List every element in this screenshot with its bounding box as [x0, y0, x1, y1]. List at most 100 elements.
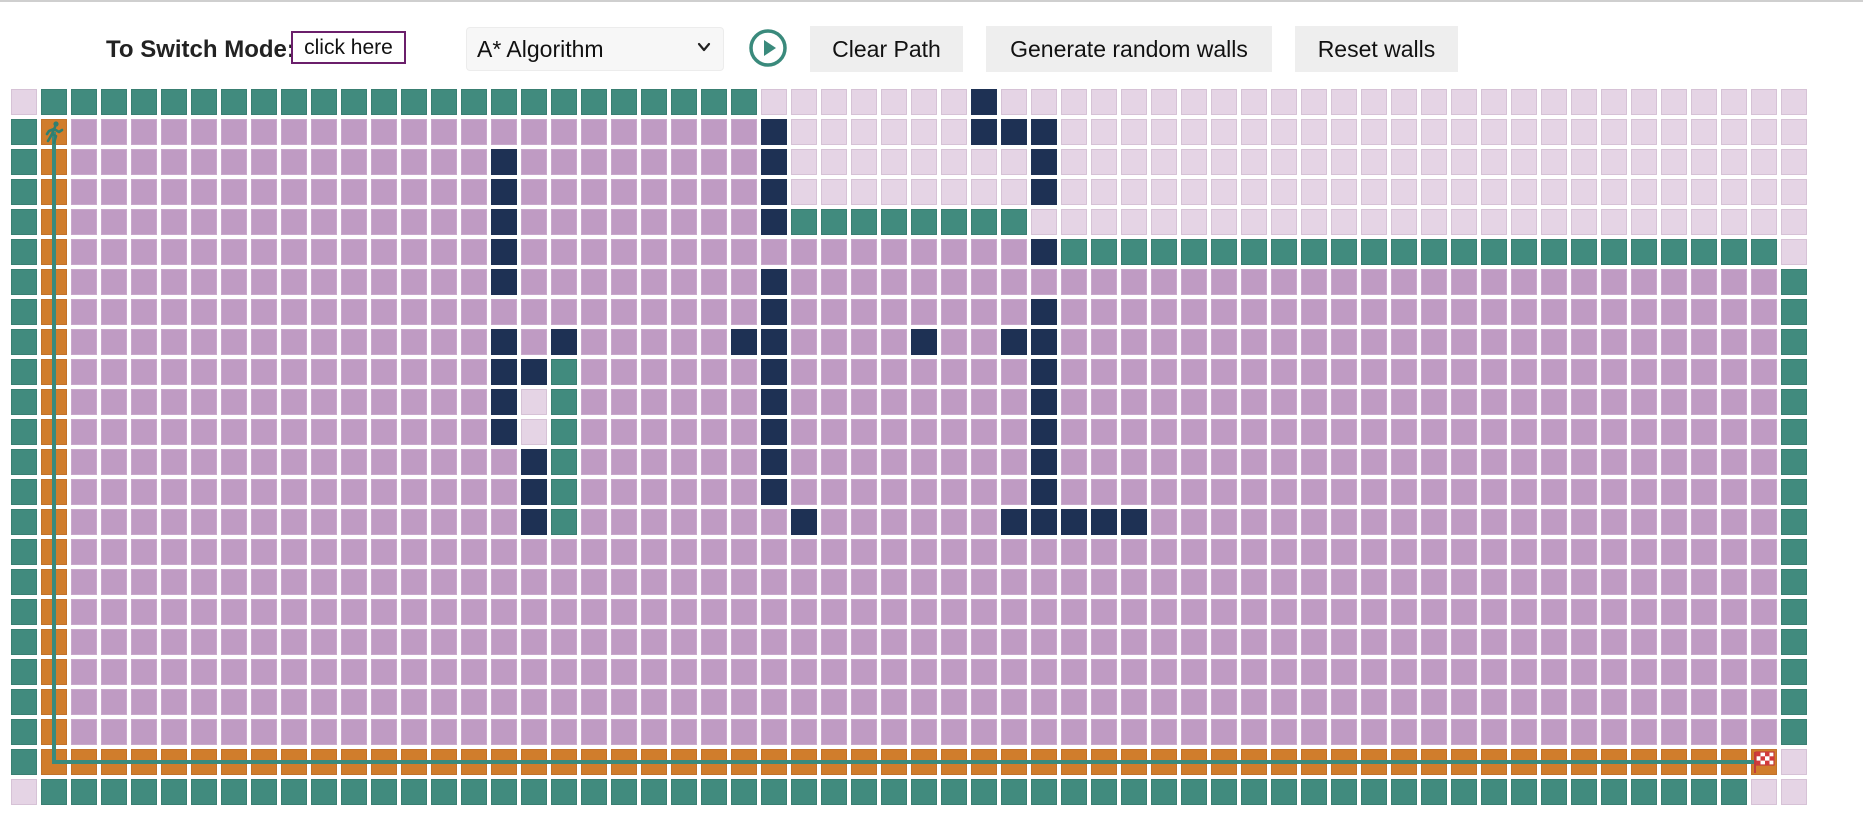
grid-cell-visited[interactable]: [731, 569, 757, 595]
grid-cell-visited[interactable]: [371, 689, 397, 715]
grid-cell-frontier[interactable]: [11, 629, 37, 655]
grid-cell-frontier[interactable]: [11, 479, 37, 505]
grid-cell-path[interactable]: [911, 749, 937, 775]
grid-cell-visited[interactable]: [131, 209, 157, 235]
grid-cell-frontier[interactable]: [521, 779, 547, 805]
grid-cell-unvisited[interactable]: [1391, 119, 1417, 145]
grid-cell-visited[interactable]: [821, 539, 847, 565]
grid-cell-visited[interactable]: [281, 119, 307, 145]
grid-cell-visited[interactable]: [161, 209, 187, 235]
grid-cell-wall[interactable]: [761, 329, 787, 355]
grid-cell-visited[interactable]: [311, 419, 337, 445]
grid-cell-visited[interactable]: [281, 329, 307, 355]
grid-cell-visited[interactable]: [1301, 599, 1327, 625]
grid-cell-wall[interactable]: [551, 329, 577, 355]
grid-cell-visited[interactable]: [311, 689, 337, 715]
grid-cell-frontier[interactable]: [821, 209, 847, 235]
grid-cell-unvisited[interactable]: [1061, 119, 1087, 145]
grid-cell-unvisited[interactable]: [1151, 179, 1177, 205]
grid-cell-visited[interactable]: [1451, 359, 1477, 385]
grid-cell-unvisited[interactable]: [881, 89, 907, 115]
grid-cell-visited[interactable]: [1331, 389, 1357, 415]
grid-cell-visited[interactable]: [821, 419, 847, 445]
grid-cell-visited[interactable]: [1331, 629, 1357, 655]
grid-cell-frontier[interactable]: [731, 89, 757, 115]
grid-cell-visited[interactable]: [401, 149, 427, 175]
grid-cell-visited[interactable]: [1691, 659, 1717, 685]
grid-cell-visited[interactable]: [1091, 299, 1117, 325]
grid-cell-visited[interactable]: [701, 269, 727, 295]
grid-cell-visited[interactable]: [1211, 389, 1237, 415]
grid-cell-visited[interactable]: [1121, 299, 1147, 325]
grid-cell-unvisited[interactable]: [1601, 179, 1627, 205]
grid-cell-path[interactable]: [41, 239, 67, 265]
grid-cell-frontier[interactable]: [1421, 779, 1447, 805]
grid-cell-frontier[interactable]: [1541, 779, 1567, 805]
grid-cell-visited[interactable]: [1181, 689, 1207, 715]
grid-cell-frontier[interactable]: [851, 209, 877, 235]
grid-cell-visited[interactable]: [1511, 269, 1537, 295]
grid-cell-visited[interactable]: [251, 119, 277, 145]
grid-cell-visited[interactable]: [1271, 629, 1297, 655]
grid-cell-visited[interactable]: [1511, 629, 1537, 655]
grid-cell-visited[interactable]: [911, 449, 937, 475]
grid-cell-visited[interactable]: [1511, 389, 1537, 415]
grid-cell-wall[interactable]: [761, 299, 787, 325]
grid-cell-visited[interactable]: [401, 329, 427, 355]
grid-cell-visited[interactable]: [1421, 629, 1447, 655]
grid-cell-visited[interactable]: [191, 479, 217, 505]
grid-cell-unvisited[interactable]: [1361, 209, 1387, 235]
grid-cell-visited[interactable]: [1301, 329, 1327, 355]
grid-cell-visited[interactable]: [1421, 569, 1447, 595]
grid-cell-visited[interactable]: [611, 329, 637, 355]
grid-cell-visited[interactable]: [1631, 419, 1657, 445]
grid-cell-visited[interactable]: [341, 149, 367, 175]
grid-cell-visited[interactable]: [131, 389, 157, 415]
grid-cell-visited[interactable]: [461, 419, 487, 445]
grid-cell-frontier[interactable]: [1181, 239, 1207, 265]
grid-cell-visited[interactable]: [971, 629, 997, 655]
grid-cell-visited[interactable]: [1031, 569, 1057, 595]
grid-cell-unvisited[interactable]: [851, 119, 877, 145]
grid-cell-frontier[interactable]: [461, 779, 487, 805]
grid-cell-frontier[interactable]: [1781, 569, 1807, 595]
grid-cell-visited[interactable]: [401, 359, 427, 385]
grid-cell-path[interactable]: [41, 509, 67, 535]
grid-cell-unvisited[interactable]: [821, 179, 847, 205]
grid-cell-unvisited[interactable]: [521, 419, 547, 445]
grid-cell-visited[interactable]: [671, 509, 697, 535]
grid-cell-wall[interactable]: [491, 269, 517, 295]
grid-cell-visited[interactable]: [461, 629, 487, 655]
grid-cell-wall[interactable]: [1121, 509, 1147, 535]
grid-cell-visited[interactable]: [191, 299, 217, 325]
grid-cell-visited[interactable]: [71, 299, 97, 325]
grid-cell-visited[interactable]: [251, 179, 277, 205]
grid-cell-visited[interactable]: [671, 449, 697, 475]
grid-cell-visited[interactable]: [1571, 329, 1597, 355]
grid-cell-visited[interactable]: [191, 239, 217, 265]
grid-cell-visited[interactable]: [551, 659, 577, 685]
grid-cell-frontier[interactable]: [521, 89, 547, 115]
grid-cell-unvisited[interactable]: [1121, 179, 1147, 205]
grid-cell-visited[interactable]: [311, 329, 337, 355]
grid-cell-unvisited[interactable]: [1151, 209, 1177, 235]
grid-cell-visited[interactable]: [1541, 299, 1567, 325]
grid-cell-visited[interactable]: [251, 479, 277, 505]
grid-cell-visited[interactable]: [671, 209, 697, 235]
grid-cell-visited[interactable]: [1451, 389, 1477, 415]
grid-cell-unvisited[interactable]: [1301, 119, 1327, 145]
grid-cell-visited[interactable]: [341, 479, 367, 505]
grid-cell-visited[interactable]: [1721, 269, 1747, 295]
grid-cell-visited[interactable]: [311, 149, 337, 175]
grid-cell-frontier[interactable]: [551, 419, 577, 445]
grid-cell-visited[interactable]: [191, 689, 217, 715]
grid-cell-unvisited[interactable]: [1211, 119, 1237, 145]
grid-cell-frontier[interactable]: [131, 779, 157, 805]
grid-cell-visited[interactable]: [911, 719, 937, 745]
grid-cell-visited[interactable]: [1301, 389, 1327, 415]
grid-cell-visited[interactable]: [71, 209, 97, 235]
grid-cell-frontier[interactable]: [1781, 719, 1807, 745]
grid-cell-visited[interactable]: [1271, 539, 1297, 565]
grid-cell-visited[interactable]: [131, 599, 157, 625]
grid-cell-unvisited[interactable]: [1481, 89, 1507, 115]
